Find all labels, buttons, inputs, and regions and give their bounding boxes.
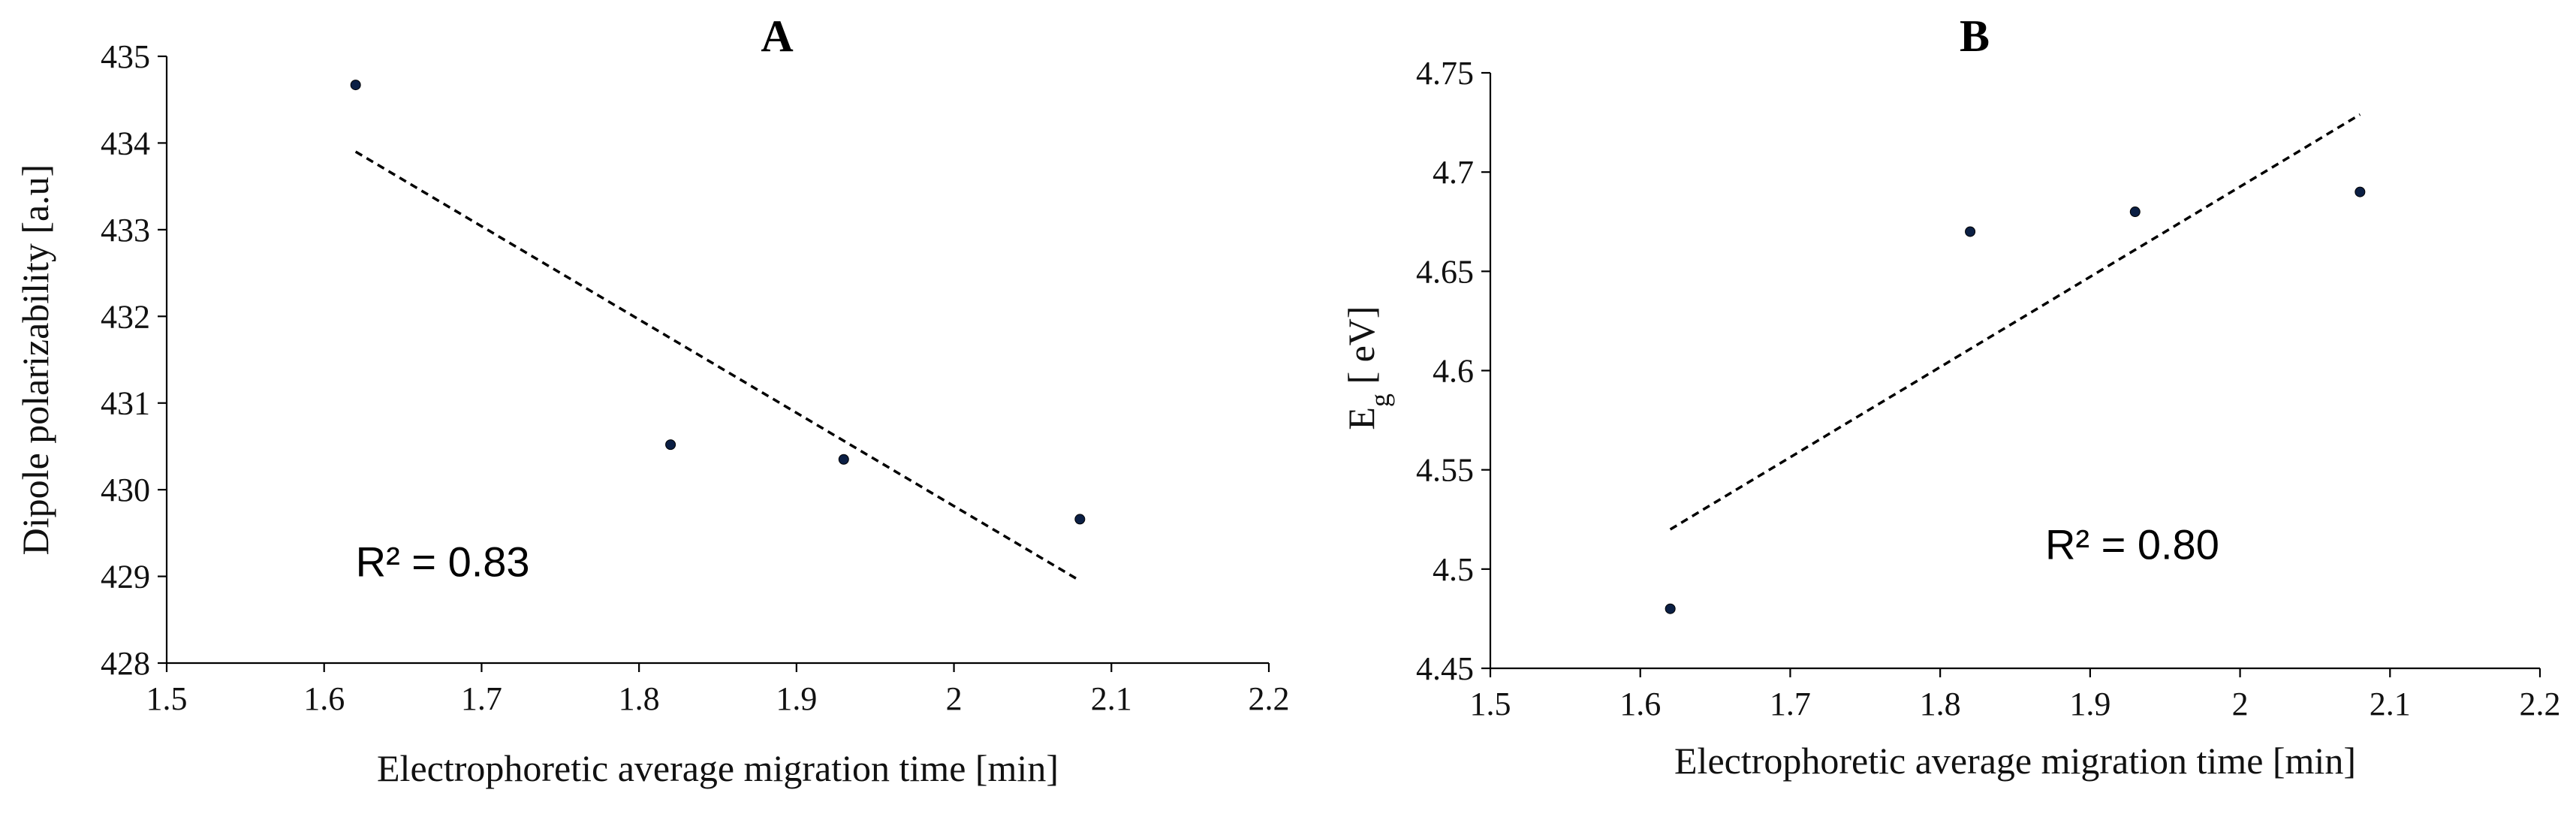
chart-a-y-label: Dipole polarizability [a.u] bbox=[14, 164, 56, 556]
chart-a-x-tick-label: 1.9 bbox=[776, 680, 817, 717]
chart-b-x-tick-label: 1.6 bbox=[1619, 686, 1661, 722]
chart-b-y-label-subscript: g bbox=[1365, 393, 1395, 407]
chart-a-data-point bbox=[665, 439, 676, 451]
chart-b-y-label: Eg [ eV] bbox=[1340, 306, 1395, 430]
chart-a-r-squared: R² = 0.83 bbox=[356, 538, 530, 586]
chart-a-y-tick-label: 429 bbox=[101, 559, 150, 595]
chart-a-title: A bbox=[761, 11, 793, 61]
chart-b-x-tick-label: 1.8 bbox=[1920, 686, 1961, 722]
chart-b-data-point bbox=[2129, 207, 2141, 218]
chart-b-trendline bbox=[1669, 113, 2361, 531]
chart-b-y-tick-label: 4.6 bbox=[1433, 353, 1474, 390]
chart-a-trendline bbox=[354, 150, 1081, 582]
chart-a-y-tick-label: 435 bbox=[101, 38, 150, 75]
chart-b-data-point bbox=[1665, 603, 1676, 614]
chart-b-r-squared: R² = 0.80 bbox=[2045, 521, 2219, 568]
chart-b-y-label-unit: [ eV] bbox=[1340, 306, 1382, 393]
chart-b-data-point bbox=[1965, 226, 1976, 237]
chart-a-y-tick-label: 430 bbox=[101, 472, 150, 508]
chart-b-y-tick-label: 4.75 bbox=[1416, 55, 1474, 92]
chart-a-y-tick-label: 434 bbox=[101, 125, 150, 161]
chart-a-x-tick-label: 1.7 bbox=[461, 680, 502, 717]
chart-panel-b: B 1.5 1.6 1.7 1.8 1.9 2 2.1 2.2 4.454.54.554.64… bbox=[1340, 11, 2561, 782]
chart-b-y-label-main: E bbox=[1340, 407, 1382, 430]
chart-a-x-label: Electrophoretic average migration time [… bbox=[377, 747, 1059, 789]
chart-b-y-tick-label: 4.55 bbox=[1416, 452, 1474, 489]
chart-b-x-ticks: 1.5 1.6 1.7 1.8 1.9 2 2.1 2.2 bbox=[1470, 668, 2561, 722]
chart-a-x-tick-label: 1.8 bbox=[619, 680, 660, 717]
chart-b-y-tick-label: 4.7 bbox=[1433, 154, 1474, 191]
chart-a-x-tick-label: 2.1 bbox=[1091, 680, 1132, 717]
chart-b-y-tick-label: 4.65 bbox=[1416, 253, 1474, 290]
chart-b-title: B bbox=[1960, 11, 1990, 61]
chart-b-x-tick-label: 2.1 bbox=[2370, 686, 2411, 722]
chart-b-points bbox=[1665, 186, 2366, 614]
chart-a-y-tick-label: 433 bbox=[101, 212, 150, 249]
chart-a-y-tick-label: 428 bbox=[101, 645, 150, 682]
chart-b-y-tick-label: 4.5 bbox=[1433, 551, 1474, 588]
chart-a-x-ticks: 1.5 1.6 1.7 1.8 1.9 2 2.1 2.2 bbox=[146, 663, 1290, 717]
chart-b-x-tick-label: 1.7 bbox=[1770, 686, 1811, 722]
chart-a-y-tick-label: 432 bbox=[101, 298, 150, 335]
chart-b-x-tick-label: 1.9 bbox=[2069, 686, 2111, 722]
chart-b-x-tick-label: 1.5 bbox=[1470, 686, 1511, 722]
chart-b-y-tick-label: 4.45 bbox=[1416, 650, 1474, 687]
chart-a-x-tick-label: 2 bbox=[946, 680, 963, 717]
chart-a-data-point bbox=[838, 454, 849, 465]
chart-a-data-point bbox=[350, 80, 361, 91]
chart-a-data-point bbox=[1074, 514, 1086, 525]
chart-a-points bbox=[350, 80, 1086, 525]
chart-b-x-tick-label: 2 bbox=[2232, 686, 2249, 722]
chart-b-data-point bbox=[2355, 186, 2366, 197]
chart-panel-a: A 1.5 1.6 1.7 1.8 1.9 2 2.1 2.2 428 429 430 431 432… bbox=[14, 11, 1290, 789]
chart-a-x-tick-label: 1.6 bbox=[303, 680, 345, 717]
chart-a-x-tick-label: 2.2 bbox=[1249, 680, 1290, 717]
chart-a-y-ticks: 428 429 430 431 432 433 434 435 bbox=[101, 38, 167, 682]
chart-b-y-ticks: 4.45 4.5 4.55 4.6 4.65 4.7 4.75 bbox=[1416, 55, 1490, 687]
chart-b-x-tick-label: 2.2 bbox=[2520, 686, 2561, 722]
chart-a-y-tick-label: 431 bbox=[101, 385, 150, 422]
chart-b-x-label: Electrophoretic average migration time [… bbox=[1674, 740, 2356, 782]
chart-a-x-tick-label: 1.5 bbox=[146, 680, 188, 717]
